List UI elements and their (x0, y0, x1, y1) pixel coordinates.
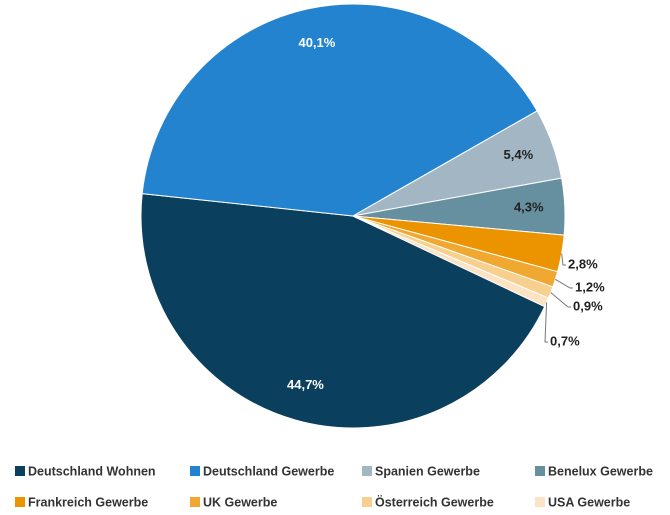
legend-swatch (190, 497, 200, 507)
leader-line (544, 302, 548, 343)
data-label: 0,7% (550, 333, 580, 348)
legend-label: USA Gewerbe (548, 495, 630, 509)
legend-label: UK Gewerbe (203, 495, 277, 509)
legend-label: Frankreich Gewerbe (28, 495, 148, 509)
data-label: 44,7% (287, 377, 324, 392)
pie: 44,7% 40,1% 5,4% 4,3% 2,8% 1,2% 0,9% 0,7% (140, 3, 605, 429)
legend-swatch (190, 466, 200, 476)
leader-line (550, 292, 571, 308)
legend-swatch (535, 466, 545, 476)
data-label: 4,3% (514, 200, 544, 215)
legend-swatch (362, 466, 372, 476)
leader-line (561, 253, 566, 266)
legend-swatch (362, 497, 372, 507)
legend-swatch (535, 497, 545, 507)
data-label: 1,2% (575, 279, 605, 294)
data-label: 0,9% (573, 298, 603, 313)
data-label: 2,8% (568, 256, 598, 271)
data-label: 40,1% (298, 35, 335, 50)
pie-slice (140, 193, 546, 429)
legend: Deutschland Wohnen Deutschland Gewerbe Spa… (15, 464, 653, 509)
legend-label: Deutschland Gewerbe (203, 464, 334, 478)
legend-label: Österreich Gewerbe (375, 494, 494, 509)
data-label: 5,4% (504, 147, 534, 162)
legend-label: Spanien Gewerbe (375, 464, 480, 478)
legend-label: Deutschland Wohnen (28, 464, 156, 478)
legend-label: Benelux Gewerbe (548, 464, 653, 478)
legend-swatch (15, 466, 25, 476)
legend-swatch (15, 497, 25, 507)
pie-slice (141, 3, 538, 217)
leader-line (555, 278, 573, 289)
